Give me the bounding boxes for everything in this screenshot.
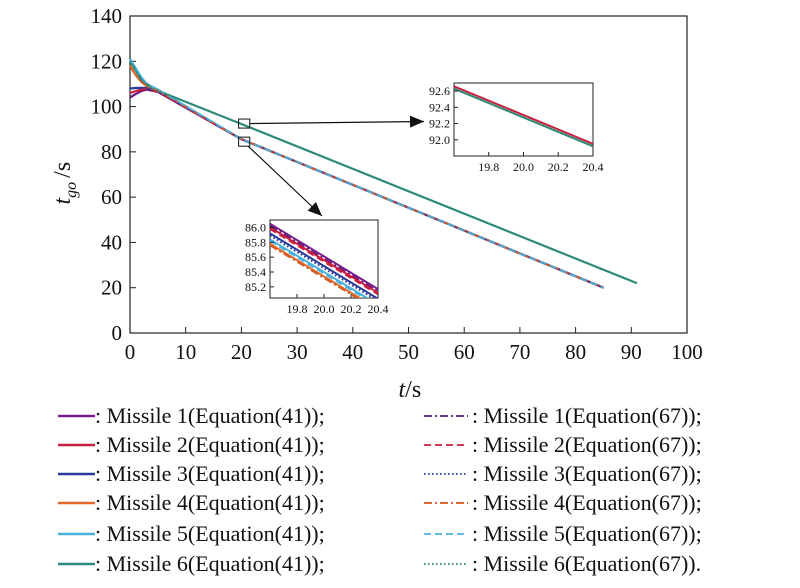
x-tick-label: 30 <box>287 340 308 364</box>
y-tick-label: 80 <box>101 140 122 164</box>
x-tick-label: 60 <box>454 340 475 364</box>
legend-label: : Missile 2(Equation(67)); <box>472 432 702 457</box>
inset-series-line <box>270 234 376 298</box>
x-tick-label: 90 <box>621 340 642 364</box>
inset-x-tick-label: 20.2 <box>548 160 569 174</box>
plot-frame <box>129 15 688 334</box>
y-tick-label: 40 <box>101 230 122 254</box>
legend-label: : Missile 6(Equation(67)). <box>472 551 701 576</box>
y-tick-label: 120 <box>91 49 123 73</box>
inset-plot-1: 19.8 20.0 20.2 20.4 92.0 92.2 92.4 92.6 <box>429 82 604 174</box>
zoom-box-2 <box>238 136 251 147</box>
legend-item-12: : Missile 6(Equation(67)). <box>424 551 701 576</box>
main-plot: 0 10 20 30 40 50 60 70 80 90 100 0 20 40 60 80 100 120 140 <box>91 4 703 364</box>
inset-series-line <box>270 242 362 298</box>
y-tick-label: 0 <box>112 321 123 345</box>
inset-x-tick-label: 19.8 <box>478 160 499 174</box>
inset-x-tick-label: 20.0 <box>314 302 335 316</box>
zoom-annotations <box>238 115 425 217</box>
inset-lines <box>270 222 378 298</box>
inset-plot-2: 19.8 20.0 20.2 20.4 85.285.485.685.886.0 <box>245 219 389 316</box>
x-tick-label: 70 <box>509 340 530 364</box>
inset-series-line <box>270 238 369 298</box>
legend-item-3: : Missile 3(Equation(41)); <box>58 461 325 486</box>
inset-series-line <box>270 239 367 298</box>
legend-label: : Missile 4(Equation(41)); <box>95 490 325 515</box>
legend-label: : Missile 1(Equation(41)); <box>95 403 325 428</box>
inset-y-tick-label: 92.2 <box>429 117 450 131</box>
x-tick-label: 100 <box>671 340 703 364</box>
inset-y-tick-label: 85.4 <box>245 265 266 279</box>
y-tick-label: 60 <box>101 185 122 209</box>
legend-label: : Missile 3(Equation(67)); <box>472 461 702 486</box>
inset-x-tick-label: 20.4 <box>583 160 604 174</box>
legend-item-6: : Missile 6(Equation(41)); <box>58 551 325 576</box>
series-line-12 <box>129 60 638 284</box>
legend-item-4: : Missile 4(Equation(41)); <box>58 490 325 515</box>
inset-y-tick-label: 85.8 <box>245 235 266 249</box>
inset-x-tick-label: 19.8 <box>287 302 308 316</box>
inset-x-tick-label: 20.0 <box>513 160 534 174</box>
y-tick-label: 20 <box>101 276 122 300</box>
inset-y-tick-label: 85.2 <box>245 280 266 294</box>
inset-y-tick-label: 92.6 <box>429 84 450 98</box>
inset-x-tick-label: 20.2 <box>341 302 362 316</box>
legend-item-2: : Missile 2(Equation(41)); <box>58 432 325 457</box>
zoom-arrow-line-1 <box>249 120 425 125</box>
legend-label: : Missile 5(Equation(41)); <box>95 521 325 546</box>
zoom-arrow-line-2 <box>247 145 323 217</box>
inset-y-tick-label: 92.0 <box>429 133 450 147</box>
x-tick-label: 10 <box>175 340 196 364</box>
y-tick-label: 100 <box>91 95 123 119</box>
inset-x-tick-label: 20.4 <box>368 302 389 316</box>
series-line-10 <box>129 65 604 289</box>
legend-item-10: : Missile 4(Equation(67)); <box>424 490 702 515</box>
inset-series-line <box>270 226 378 294</box>
legend-label: : Missile 3(Equation(41)); <box>95 461 325 486</box>
inset-y-tick-label: 92.4 <box>429 100 450 114</box>
legend-item-7: : Missile 1(Equation(67)); <box>424 403 702 428</box>
inset-series-line <box>270 244 360 298</box>
legend-label: : Missile 5(Equation(67)); <box>472 521 702 546</box>
inset-lines <box>454 85 593 148</box>
legend-item-1: : Missile 1(Equation(41)); <box>58 403 325 428</box>
legend-label: : Missile 6(Equation(41)); <box>95 551 325 576</box>
inset-series-line <box>270 232 378 298</box>
inset-series-line <box>454 85 593 145</box>
legend-item-5: : Missile 5(Equation(41)); <box>58 521 325 546</box>
x-axis-label: t/s <box>399 377 422 403</box>
inset-plots: 19.8 20.0 20.2 20.4 92.0 92.2 92.4 92.6 19.8 20.0… <box>245 82 604 316</box>
legend-label: : Missile 2(Equation(41)); <box>95 432 325 457</box>
inset-series-line <box>270 222 378 290</box>
inset-series-line <box>270 225 378 293</box>
legend-item-11: : Missile 5(Equation(67)); <box>424 521 702 546</box>
x-tick-label: 80 <box>565 340 586 364</box>
x-tick-label: 50 <box>398 340 419 364</box>
legend-label: : Missile 4(Equation(67)); <box>472 490 702 515</box>
legend-item-8: : Missile 2(Equation(67)); <box>424 432 702 457</box>
zoom-arrow-head-2 <box>307 202 322 216</box>
x-tick-label: 40 <box>342 340 363 364</box>
x-tick-label: 20 <box>231 340 252 364</box>
x-tick-label: 0 <box>125 340 136 364</box>
legend: : Missile 1(Equation(41)); : Missile 2(Eq… <box>58 403 702 576</box>
legend-label: : Missile 1(Equation(67)); <box>472 403 702 428</box>
inset-series-line <box>270 228 378 296</box>
zoom-arrow-head-1 <box>409 115 424 128</box>
inset-series-line <box>454 87 593 148</box>
y-axis-label: tgo/s <box>50 162 80 205</box>
legend-item-9: : Missile 3(Equation(67)); <box>424 461 702 486</box>
inset-y-tick-label: 86.0 <box>245 220 266 234</box>
inset-y-tick-label: 85.6 <box>245 250 266 264</box>
y-tick-label: 140 <box>91 4 123 28</box>
